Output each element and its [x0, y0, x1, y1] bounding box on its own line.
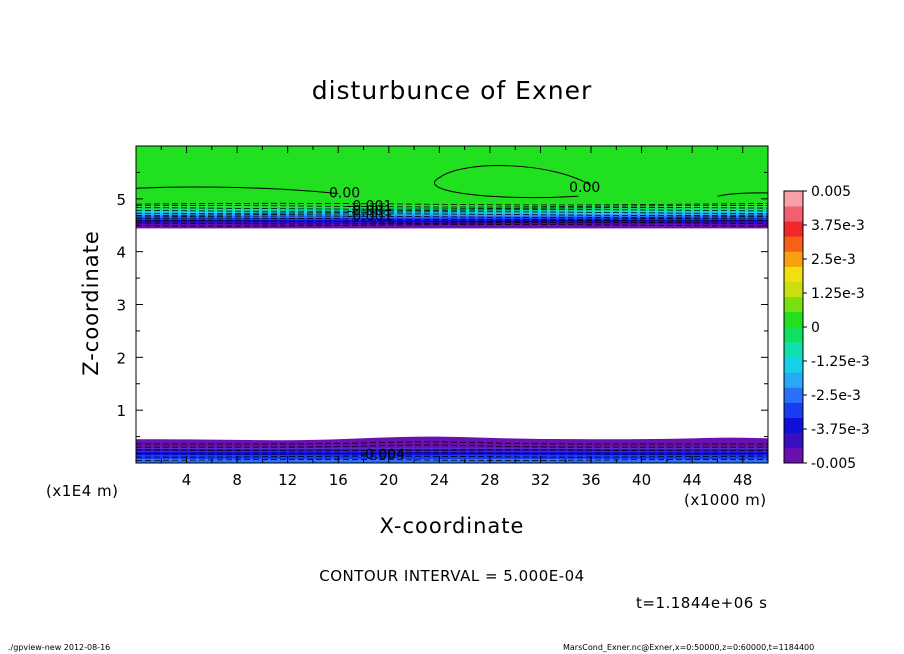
- colorbar-swatch: [784, 311, 803, 328]
- negative-contour: [135, 217, 768, 221]
- upper-field-band: [136, 213, 768, 217]
- x-tick-label: 40: [632, 471, 651, 489]
- negative-contour: [135, 205, 769, 208]
- contour-label: 0.00: [329, 185, 360, 201]
- x-axis-label: X-coordinate: [379, 514, 525, 538]
- zero-contour: [135, 186, 339, 195]
- negative-contour: [135, 213, 769, 216]
- colorbar-swatch: [784, 281, 803, 298]
- colorbar-swatch: [784, 296, 803, 313]
- colorbar-swatch: [784, 432, 803, 449]
- y-tick-label: 1: [116, 402, 126, 420]
- contour-label: -0.001: [347, 203, 392, 219]
- y-axis-label: Z-coordinate: [79, 230, 103, 376]
- colorbar-swatch: [784, 191, 803, 207]
- x-tick-label: 4: [182, 471, 192, 489]
- negative-contour: [135, 211, 769, 214]
- x-tick-label: 36: [581, 471, 600, 489]
- colorbar-swatch: [784, 251, 803, 267]
- colorbar-swatch: [784, 236, 803, 252]
- colorbar-label: 1.25e-3: [811, 286, 865, 302]
- chart-title: disturbunce of Exner: [311, 76, 593, 105]
- colorbar-swatch: [784, 342, 803, 358]
- footer-left: ./gpview-new 2012-08-16: [8, 643, 111, 652]
- colorbar-swatch: [784, 206, 803, 222]
- negative-contour: [135, 209, 769, 212]
- colorbar-label: 0.005: [811, 184, 851, 200]
- contour-label: -0.004: [360, 447, 405, 463]
- upper-field-band: [136, 224, 768, 229]
- colorbar-swatch: [784, 387, 803, 403]
- y-tick-label: 4: [116, 244, 126, 262]
- x-tick-label: 8: [232, 471, 242, 489]
- x-tick-label: 16: [329, 471, 348, 489]
- y-unit-label: (x1E4 m): [46, 482, 119, 500]
- contour-interval: CONTOUR INTERVAL = 5.000E-04: [319, 567, 585, 585]
- negative-contour: [135, 215, 769, 218]
- x-tick-label: 28: [480, 471, 499, 489]
- y-tick-label: 2: [116, 349, 126, 367]
- upper-field-band: [136, 146, 768, 207]
- colorbar-swatch: [784, 372, 803, 388]
- contour-label: -0.001: [347, 199, 392, 215]
- x-tick-label: 20: [379, 471, 398, 489]
- negative-contour: [135, 455, 769, 458]
- negative-contour: [135, 449, 769, 452]
- lower-field-band: [136, 459, 768, 463]
- negative-contour: [135, 219, 769, 223]
- lower-field-band: [136, 436, 768, 444]
- negative-contour: [135, 207, 769, 210]
- zero-contour: [433, 165, 592, 199]
- footer-right: MarsCond_Exner.nc@Exner,x=0:50000,z=0:60…: [563, 643, 815, 652]
- lower-field-band: [136, 451, 768, 456]
- colorbar-swatch: [784, 266, 803, 282]
- colorbar-label: 2.5e-3: [811, 252, 856, 268]
- colorbar-swatch: [784, 357, 803, 373]
- colorbar-swatch: [784, 417, 803, 434]
- upper-field-band: [136, 217, 768, 221]
- colorbar-label: -2.5e-3: [811, 388, 861, 404]
- negative-contour: [135, 221, 769, 225]
- x-tick-label: 32: [531, 471, 550, 489]
- colorbar-swatch: [784, 221, 803, 237]
- lower-field-band: [136, 443, 768, 449]
- x-tick-label: 12: [278, 471, 297, 489]
- x-tick-label: 44: [683, 471, 702, 489]
- negative-contour: [135, 202, 769, 206]
- upper-field-band: [136, 209, 768, 213]
- x-tick-label: 48: [733, 471, 752, 489]
- colorbar-swatch: [784, 447, 803, 464]
- colorbar-label: -0.005: [811, 456, 856, 472]
- negative-contour: [135, 452, 769, 455]
- upper-field-band: [136, 206, 768, 210]
- colorbar-swatch: [784, 327, 803, 343]
- colorbar-label: 0: [811, 320, 820, 336]
- colorbar-label: -3.75e-3: [811, 422, 870, 438]
- contour-label: -0.001: [347, 209, 392, 225]
- zero-contour: [717, 192, 769, 197]
- colorbar-swatch: [784, 402, 803, 418]
- upper-field-band: [136, 211, 768, 215]
- time-label: t=1.1844e+06 s: [636, 594, 768, 612]
- upper-field-band: [136, 219, 768, 223]
- x-tick-label: 24: [430, 471, 449, 489]
- colorbar-label: -1.25e-3: [811, 354, 870, 370]
- negative-contour: [135, 458, 769, 461]
- contour-label: 0.00: [569, 180, 600, 196]
- negative-contour: [136, 444, 768, 448]
- colorbar-label: 3.75e-3: [811, 218, 865, 234]
- y-tick-label: 5: [116, 191, 126, 209]
- negative-contour: [136, 441, 768, 445]
- y-tick-label: 3: [116, 297, 126, 315]
- negative-contour: [135, 224, 769, 227]
- x-unit-label: (x1000 m): [684, 491, 767, 509]
